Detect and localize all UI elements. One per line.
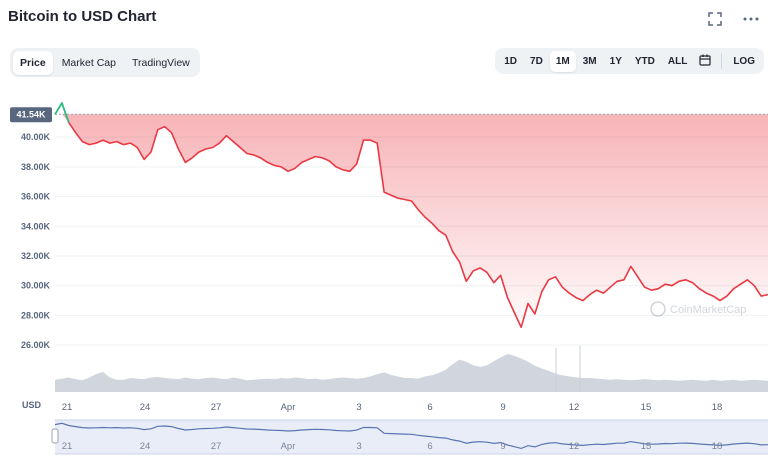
x-tick-label: Apr — [281, 402, 296, 413]
current-price-badge: 41.54K — [10, 107, 52, 123]
y-tick-label: 34.00K — [21, 221, 51, 231]
navigator-x-label: 6 — [427, 441, 432, 452]
y-tick-label: 32.00K — [21, 251, 51, 261]
navigator-x-labels: 21 24 27 Apr 3 6 9 12 15 18 — [62, 441, 723, 452]
volume-bars — [55, 346, 768, 392]
calendar-icon[interactable] — [694, 50, 716, 73]
range-tab-7d[interactable]: 7D — [530, 55, 543, 67]
range-tab-ytd[interactable]: YTD — [634, 55, 655, 67]
x-tick-label: 18 — [712, 402, 723, 413]
x-tick-label: 24 — [140, 402, 151, 413]
expand-icon[interactable] — [706, 10, 724, 28]
coinmarketcap-watermark: CoinMarketCap — [650, 301, 746, 317]
range-tab-1y[interactable]: 1Y — [609, 55, 622, 67]
tab-price[interactable]: Price — [13, 50, 53, 75]
range-tab-1d[interactable]: 1D — [504, 55, 518, 67]
chart-view-tabs: Price Market Cap TradingView — [10, 48, 200, 77]
navigator-x-label: 15 — [641, 441, 652, 452]
x-tick-label: 21 — [62, 402, 73, 413]
chart-actions — [706, 10, 760, 28]
y-tick-label: 40.00K — [21, 132, 51, 142]
range-tab-1m[interactable]: 1M — [549, 50, 576, 72]
x-tick-label: 15 — [641, 402, 652, 413]
navigator-x-label: 27 — [211, 441, 222, 452]
tab-market-cap[interactable]: Market Cap — [61, 56, 116, 69]
x-tick-label: 3 — [356, 402, 361, 413]
x-tick-label: 6 — [427, 402, 432, 413]
currency-label: USD — [22, 400, 42, 410]
more-horizontal-icon[interactable] — [742, 10, 760, 28]
y-tick-label: 30.00K — [21, 281, 51, 291]
x-tick-label: 12 — [569, 402, 580, 413]
range-tabs: 1D 7D 1M 3M 1Y YTD ALL LOG — [495, 48, 764, 74]
log-scale-toggle[interactable]: LOG — [733, 55, 755, 67]
page-title: Bitcoin to USD Chart — [8, 8, 157, 25]
time-navigator[interactable]: 21 24 27 Apr 3 6 9 12 15 18 — [51, 419, 768, 455]
navigator-x-label: 3 — [356, 441, 361, 452]
navigator-line — [54, 422, 768, 450]
current-price-label: 41.54K — [16, 109, 46, 119]
price-fill-area — [55, 114, 768, 328]
navigator-x-label: 12 — [569, 441, 580, 452]
y-tick-label: 26.00K — [21, 340, 51, 350]
navigator-x-label: Apr — [281, 441, 296, 452]
volume-area — [55, 354, 768, 392]
range-tab-3m[interactable]: 3M — [582, 55, 597, 67]
navigator-x-label: 9 — [500, 441, 505, 452]
x-tick-label: 27 — [211, 402, 222, 413]
navigator-x-label: 21 — [62, 441, 73, 452]
y-tick-label: 38.00K — [21, 162, 51, 172]
x-axis: 21 24 27 Apr 3 6 9 12 15 18 — [62, 402, 723, 413]
x-tick-label: 9 — [500, 402, 505, 413]
price-line-below-reference — [54, 102, 768, 329]
navigator-left-handle[interactable] — [51, 428, 59, 444]
navigator-x-label: 24 — [140, 441, 151, 452]
range-tab-all[interactable]: ALL — [667, 55, 688, 67]
watermark-text: CoinMarketCap — [670, 304, 746, 316]
y-axis: 26.00K 28.00K 30.00K 32.00K 34.00K 36.00K 38.0… — [21, 132, 51, 350]
range-divider — [721, 53, 723, 69]
y-tick-label: 28.00K — [21, 310, 51, 320]
navigator-x-label: 18 — [712, 441, 723, 452]
tab-tradingview[interactable]: TradingView — [131, 56, 190, 69]
y-tick-label: 36.00K — [21, 192, 51, 202]
price-line-above-reference — [54, 102, 70, 123]
